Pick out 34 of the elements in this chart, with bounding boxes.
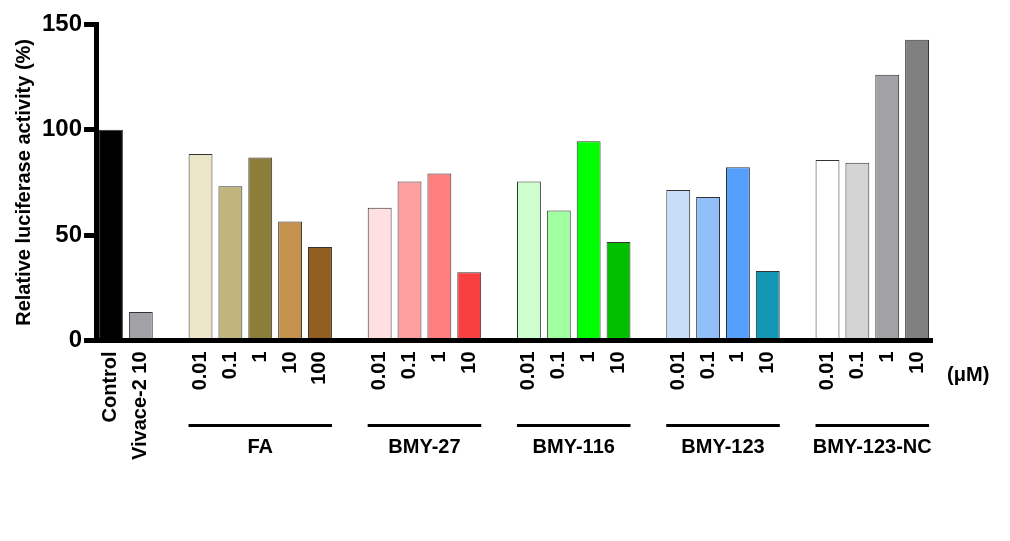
x-tick-label: 1: [874, 351, 897, 363]
x-tick-label: 0.1: [217, 351, 240, 380]
x-tick-label: 100: [307, 351, 330, 385]
x-tick-label: 0.01: [516, 351, 539, 391]
text: FA: [247, 434, 274, 457]
x-tick-label: 10: [755, 351, 778, 374]
x-tick-label: 0.01: [367, 351, 390, 391]
x-tick-label: 0.01: [188, 351, 211, 391]
text: BMY-116: [532, 434, 615, 457]
text: BMY-123: [681, 434, 765, 457]
x-tick-label: Control: [98, 351, 121, 423]
x-tick-label: 1: [426, 351, 449, 363]
y-tick-label: 150: [42, 9, 83, 37]
text: BMY-123-NC: [812, 434, 932, 457]
x-tick-label: 0.01: [665, 351, 688, 391]
x-tick-label: Vivace-2 10: [128, 351, 151, 461]
y-tick-label: 100: [42, 114, 83, 142]
x-tick-label: 0.1: [695, 351, 718, 380]
x-tick-label: 10: [904, 351, 927, 374]
y-tick-label: 0: [68, 325, 83, 353]
x-tick-label: 0.1: [397, 351, 420, 380]
x-tick-label: 10: [277, 351, 300, 374]
y-tick-label: 50: [55, 219, 83, 247]
x-tick-label: 1: [247, 351, 270, 363]
y-axis-title: Relative luciferase activity (%): [11, 38, 34, 326]
x-tick-label: 0.1: [844, 351, 867, 380]
x-tick-label: 0.01: [815, 351, 838, 391]
x-tick-label: 1: [576, 351, 599, 363]
x-tick-label: 1: [725, 351, 748, 363]
text: BMY-27: [388, 434, 461, 457]
x-tick-label: 0.1: [546, 351, 569, 380]
x-tick-label: 10: [456, 351, 479, 374]
text: (μM): [947, 362, 990, 385]
x-tick-label: 10: [606, 351, 629, 374]
